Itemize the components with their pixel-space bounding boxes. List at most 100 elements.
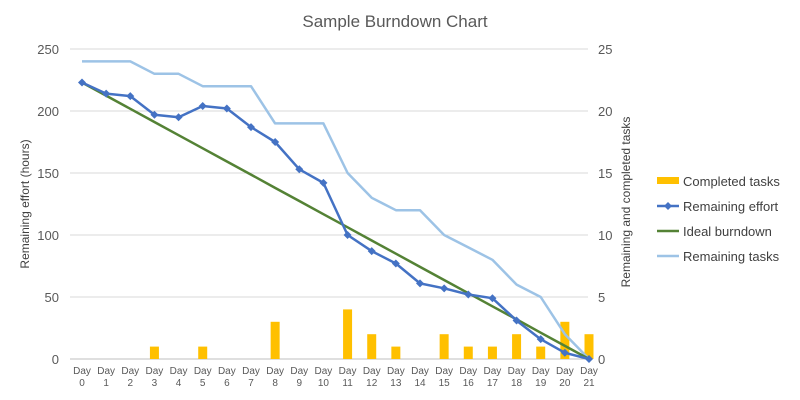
legend-label: Remaining tasks xyxy=(683,249,780,264)
remaining-effort-marker xyxy=(174,113,183,122)
completed-tasks-bar xyxy=(439,334,449,359)
remaining-effort-marker xyxy=(319,178,328,187)
remaining-tasks-line xyxy=(82,60,590,360)
x-tick-label: Day xyxy=(315,366,333,377)
x-tick-label: 13 xyxy=(390,378,402,389)
x-tick-label: 20 xyxy=(559,378,571,389)
x-tick-label: Day xyxy=(242,366,260,377)
x-tick-label: Day xyxy=(170,366,188,377)
x-tick-label: 15 xyxy=(439,378,451,389)
y2-tick-label: 5 xyxy=(598,290,605,305)
x-tick-label: 6 xyxy=(224,378,230,389)
x-tick-label: Day xyxy=(387,366,405,377)
remaining-effort-marker xyxy=(367,247,376,256)
x-tick-label: 7 xyxy=(248,378,254,389)
gridlines xyxy=(70,48,588,360)
remaining-effort-marker xyxy=(560,348,569,357)
y-tick-label: 200 xyxy=(37,104,59,119)
remaining-effort-marker xyxy=(440,284,449,293)
x-tick-label: 10 xyxy=(318,378,330,389)
y2-axis-title: Remaining and completed tasks xyxy=(619,117,633,288)
y2-tick-label: 20 xyxy=(598,104,612,119)
legend-item: Remaining tasks xyxy=(657,249,780,264)
x-tick-label: 8 xyxy=(272,378,278,389)
remaining-effort-marker xyxy=(78,78,86,87)
series-lines xyxy=(78,60,593,363)
x-tick-label: 21 xyxy=(583,378,595,389)
y-tick-label: 150 xyxy=(37,166,59,181)
y-tick-label: 250 xyxy=(37,42,59,57)
x-tick-label: 2 xyxy=(128,378,134,389)
x-tick-label: 11 xyxy=(342,378,353,389)
x-tick-label: 5 xyxy=(200,378,206,389)
remaining-effort-marker xyxy=(271,138,280,146)
completed-tasks-bar xyxy=(487,346,497,359)
legend-label: Completed tasks xyxy=(683,174,780,189)
x-tick-label: 17 xyxy=(487,378,499,389)
x-tick-label: Day xyxy=(121,366,139,377)
x-tick-label: Day xyxy=(290,366,308,377)
x-tick-label: Day xyxy=(556,366,574,377)
remaining-effort-marker xyxy=(416,279,424,288)
y-axis-title: Remaining effort (hours) xyxy=(18,139,32,268)
x-tick-label: 9 xyxy=(297,378,303,389)
x-tick-label: Day xyxy=(459,366,477,377)
ideal-burndown-line xyxy=(81,81,590,361)
x-tick-label: Day xyxy=(363,366,381,377)
x-tick-label: Day xyxy=(97,366,115,377)
remaining-effort-line xyxy=(81,81,590,361)
remaining-effort-marker xyxy=(222,104,231,113)
x-tick-label: 19 xyxy=(535,378,547,389)
completed-tasks-bar xyxy=(391,346,401,359)
x-tick-label: Day xyxy=(484,366,502,377)
completed-tasks-bar xyxy=(198,346,208,359)
y2-tick-label: 25 xyxy=(598,42,612,57)
remaining-effort-marker xyxy=(488,294,497,303)
x-tick-label: Day xyxy=(266,366,284,377)
completed-tasks-bar xyxy=(367,334,377,359)
remaining-effort-marker xyxy=(102,89,111,98)
x-tick-label: Day xyxy=(339,366,357,377)
legend-swatch xyxy=(657,177,679,184)
x-tick-label: Day xyxy=(508,366,526,377)
y2-tick-label: 15 xyxy=(598,166,612,181)
legend-label: Ideal burndown xyxy=(683,224,772,239)
completed-tasks-bar xyxy=(270,321,280,359)
x-tick-label: Day xyxy=(218,366,236,377)
y-tick-label: 0 xyxy=(52,352,59,367)
completed-tasks-bar xyxy=(536,346,546,359)
y2-tick-label: 0 xyxy=(598,352,605,367)
x-tick-label: Day xyxy=(411,366,429,377)
x-tick-label: 3 xyxy=(152,378,158,389)
x-tick-label: Day xyxy=(580,366,598,377)
remaining-effort-marker xyxy=(464,290,473,299)
remaining-effort-marker xyxy=(585,355,593,363)
legend-item: Completed tasks xyxy=(657,174,780,189)
chart-title: Sample Burndown Chart xyxy=(302,12,487,31)
remaining-effort-marker xyxy=(198,102,207,111)
x-tick-label: Day xyxy=(532,366,550,377)
x-tick-label: 4 xyxy=(176,378,182,389)
completed-tasks-bar xyxy=(560,321,570,359)
completed-tasks-bar xyxy=(149,346,159,359)
completed-tasks-bar xyxy=(512,334,522,359)
axis-ticks: 0501001502002500510152025Day0Day1Day2Day… xyxy=(37,42,612,389)
completed-tasks-bars xyxy=(149,309,594,359)
remaining-effort-marker xyxy=(150,110,159,119)
completed-tasks-bar xyxy=(343,309,353,359)
x-tick-label: Day xyxy=(146,366,164,377)
x-tick-label: 18 xyxy=(511,378,523,389)
y-tick-label: 100 xyxy=(37,228,59,243)
remaining-effort-marker xyxy=(391,259,400,268)
remaining-effort-marker xyxy=(126,92,135,101)
x-tick-label: Day xyxy=(435,366,453,377)
x-tick-label: 16 xyxy=(463,378,475,389)
remaining-effort-marker xyxy=(536,335,545,344)
x-tick-label: Day xyxy=(73,366,91,377)
legend-label: Remaining effort xyxy=(683,199,779,214)
x-tick-label: 1 xyxy=(103,378,109,389)
x-tick-label: 12 xyxy=(366,378,378,389)
y2-tick-label: 10 xyxy=(598,228,612,243)
